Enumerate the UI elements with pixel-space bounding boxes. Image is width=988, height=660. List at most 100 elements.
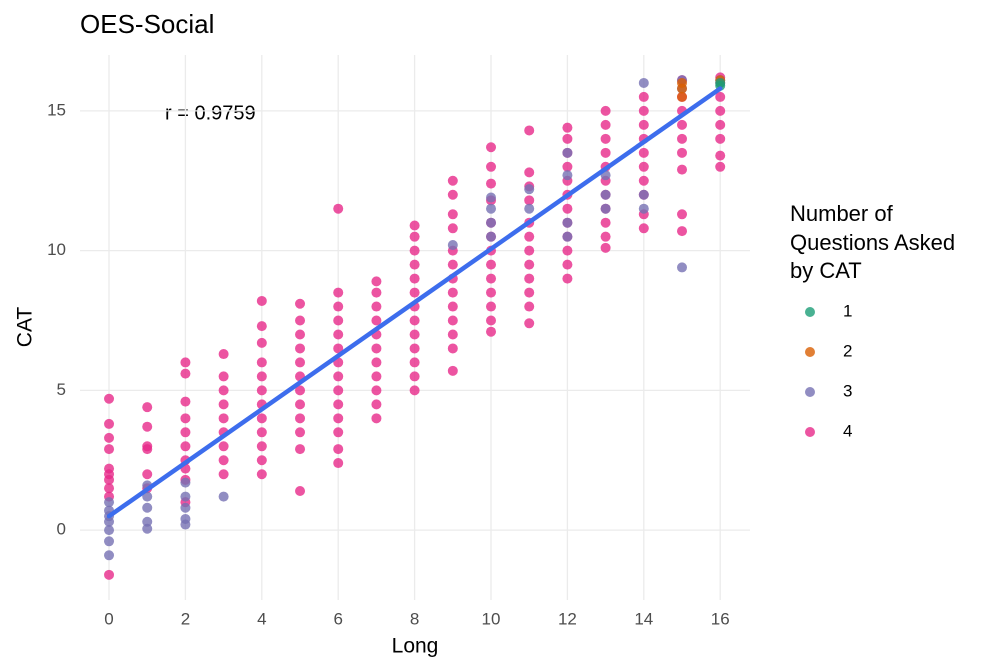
point [218, 455, 229, 466]
point [256, 385, 267, 396]
point [256, 295, 267, 306]
point [562, 170, 573, 181]
point [180, 413, 191, 424]
point [218, 469, 229, 480]
legend-swatch [805, 347, 815, 357]
point [256, 441, 267, 452]
point [562, 217, 573, 228]
point [371, 301, 382, 312]
point [295, 427, 306, 438]
point [180, 427, 191, 438]
point [333, 413, 344, 424]
point [371, 371, 382, 382]
point [180, 396, 191, 407]
x-tick-label: 0 [104, 609, 113, 628]
point [715, 133, 726, 144]
x-tick-label: 2 [181, 609, 190, 628]
point [295, 343, 306, 354]
point [486, 315, 497, 326]
point [333, 315, 344, 326]
x-tick-label: 4 [257, 609, 266, 628]
legend-title: Questions Asked [790, 230, 955, 255]
point [562, 231, 573, 242]
point [409, 315, 420, 326]
point [600, 119, 611, 130]
point [333, 343, 344, 354]
point [638, 147, 649, 158]
point [677, 164, 688, 175]
point [562, 133, 573, 144]
point [333, 287, 344, 298]
point [677, 91, 688, 102]
point [218, 441, 229, 452]
point [333, 329, 344, 340]
point [524, 231, 535, 242]
point [104, 474, 115, 485]
point [447, 329, 458, 340]
point [104, 444, 115, 455]
point [218, 491, 229, 502]
point [371, 399, 382, 410]
point [486, 301, 497, 312]
y-axis-label: CAT [14, 307, 37, 348]
point [486, 192, 497, 203]
x-tick-label: 6 [333, 609, 342, 628]
point [142, 444, 153, 455]
point [218, 371, 229, 382]
point [104, 550, 115, 561]
point [295, 399, 306, 410]
point [600, 231, 611, 242]
legend-swatch [805, 307, 815, 317]
legend-swatch [805, 387, 815, 397]
point [333, 427, 344, 438]
point [677, 262, 688, 273]
x-tick-label: 14 [634, 609, 653, 628]
point [486, 326, 497, 337]
point [256, 469, 267, 480]
chart-title: OES-Social [80, 9, 214, 39]
point [256, 337, 267, 348]
point [486, 203, 497, 214]
point [524, 184, 535, 195]
y-tick-label: 5 [57, 380, 66, 399]
point [486, 273, 497, 284]
point [600, 105, 611, 116]
legend-title: by CAT [790, 258, 862, 283]
point [295, 298, 306, 309]
x-tick-label: 16 [711, 609, 730, 628]
point [295, 444, 306, 455]
point [524, 167, 535, 178]
point [295, 329, 306, 340]
point [447, 301, 458, 312]
legend-label: 4 [843, 421, 852, 440]
legend-label: 2 [843, 341, 852, 360]
point [447, 240, 458, 251]
point [638, 91, 649, 102]
point [104, 393, 115, 404]
legend-label: 1 [843, 301, 852, 320]
point [677, 119, 688, 130]
x-tick-label: 12 [558, 609, 577, 628]
point [104, 418, 115, 429]
point [677, 83, 688, 94]
point [447, 343, 458, 354]
point [142, 469, 153, 480]
point [371, 385, 382, 396]
point [218, 413, 229, 424]
point [677, 147, 688, 158]
point [333, 203, 344, 214]
point [333, 444, 344, 455]
point [524, 318, 535, 329]
point [524, 259, 535, 270]
point [256, 455, 267, 466]
point [486, 259, 497, 270]
point [562, 147, 573, 158]
point [524, 301, 535, 312]
point [715, 119, 726, 130]
point [104, 525, 115, 536]
point [295, 486, 306, 496]
point [524, 245, 535, 256]
point [142, 516, 153, 527]
point [295, 357, 306, 368]
